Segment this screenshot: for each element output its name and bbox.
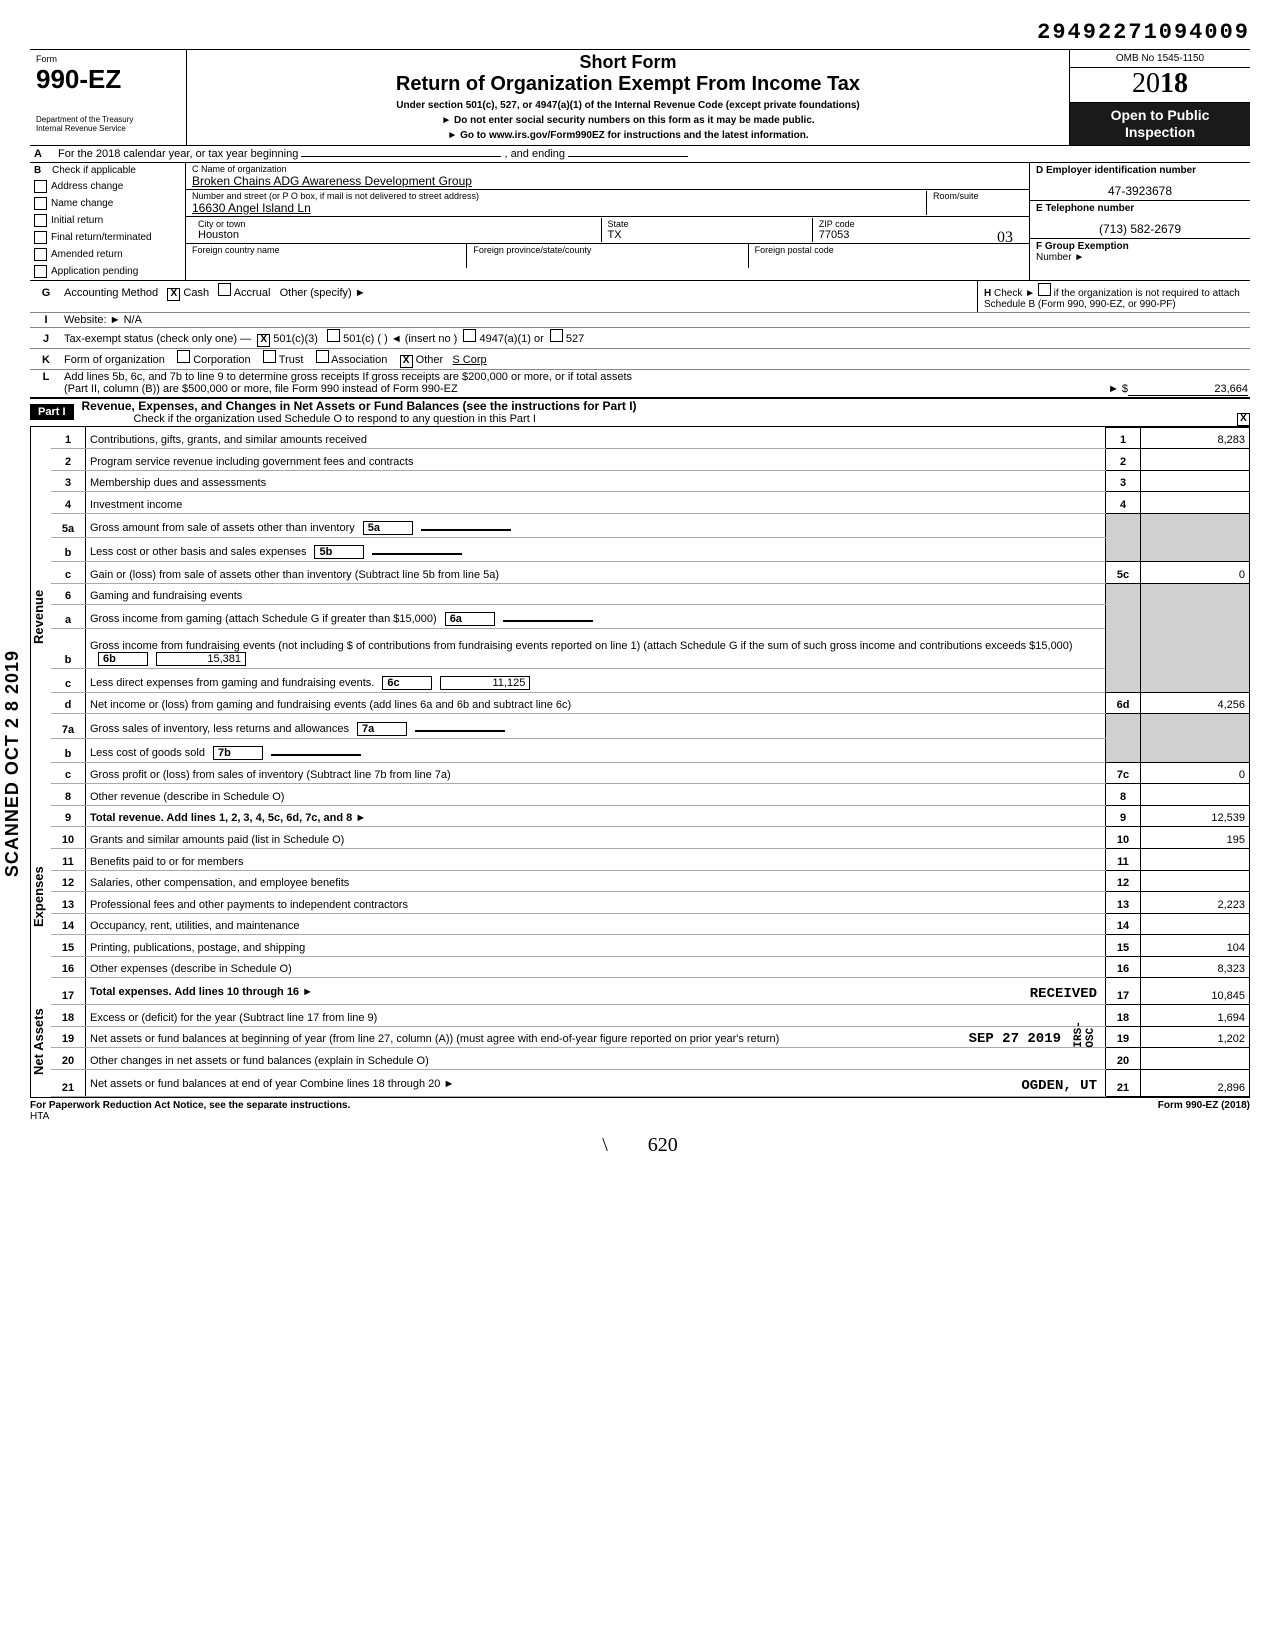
- street-address: 16630 Angel Island Ln: [192, 201, 926, 215]
- chk-association[interactable]: [316, 350, 329, 363]
- website: Website: ► N/A: [62, 313, 1250, 327]
- part-1-header: Part I Revenue, Expenses, and Changes in…: [30, 398, 1250, 427]
- footer: For Paperwork Reduction Act Notice, see …: [30, 1097, 1250, 1122]
- label-l: L: [30, 370, 62, 384]
- label-i: I: [30, 313, 62, 327]
- chk-amended-return[interactable]: Amended return: [30, 246, 185, 263]
- chk-schedule-b[interactable]: [1038, 283, 1051, 296]
- ssn-warning: ► Do not enter social security numbers o…: [193, 115, 1063, 126]
- gross-receipts-amount: 23,664: [1128, 383, 1248, 396]
- tel-label: E Telephone number: [1036, 203, 1244, 214]
- city: Houston: [198, 229, 595, 241]
- chk-name-change[interactable]: Name change: [30, 195, 185, 212]
- org-name-label: C Name of organization: [192, 164, 1023, 174]
- chk-cash[interactable]: X: [167, 288, 180, 301]
- omb-number: OMB No 1545-1150: [1070, 50, 1250, 68]
- title-return: Return of Organization Exempt From Incom…: [193, 73, 1063, 96]
- addr-label: Number and street (or P O box, if mail i…: [192, 191, 926, 201]
- scanned-stamp: SCANNED OCT 2 8 2019: [2, 650, 23, 877]
- received-stamp: RECEIVED: [1026, 986, 1101, 1002]
- label-g: G: [30, 286, 62, 300]
- under-section: Under section 501(c), 527, or 4947(a)(1)…: [193, 100, 1063, 111]
- foreign-country-label: Foreign country name: [192, 245, 460, 255]
- irs-osc-stamp: IRS-OSC: [1069, 1021, 1101, 1048]
- goto-url: ► Go to www.irs.gov/Form990EZ for instru…: [193, 130, 1063, 141]
- foreign-postal-label: Foreign postal code: [755, 245, 1023, 255]
- chk-501c[interactable]: [327, 329, 340, 342]
- chk-address-change[interactable]: Address change: [30, 178, 185, 195]
- main-grid: 1Contributions, gifts, grants, and simil…: [51, 427, 1250, 1097]
- form-header: Form 990-EZ Department of the Treasury I…: [30, 49, 1250, 146]
- side-revenue: Revenue: [30, 427, 51, 807]
- ogden-stamp: OGDEN, UT: [1017, 1078, 1101, 1094]
- city-label: City or town: [198, 219, 595, 229]
- h-check: H Check ► if the organization is not req…: [977, 281, 1250, 312]
- chk-527[interactable]: [550, 329, 563, 342]
- org-name: Broken Chains ADG Awareness Development …: [192, 174, 1023, 188]
- room-label: Room/suite: [933, 191, 1023, 201]
- tax-exempt-status: Tax-exempt status (check only one) — X 5…: [62, 328, 1250, 348]
- telephone: (713) 582-2679: [1036, 214, 1244, 236]
- foreign-prov-label: Foreign province/state/county: [473, 245, 741, 255]
- chk-application-pending[interactable]: Application pending: [30, 263, 185, 280]
- chk-schedule-o[interactable]: X: [1237, 413, 1250, 426]
- column-b: B Check if applicable Address change Nam…: [30, 163, 186, 280]
- label-a: A: [30, 146, 56, 162]
- accounting-method: Accounting Method X Cash Accrual Other (…: [62, 282, 977, 302]
- state-label: State: [608, 219, 806, 229]
- label-k: K: [30, 353, 62, 367]
- zip-handwritten: 03: [997, 229, 1013, 247]
- open-to-public: Open to Public Inspection: [1070, 103, 1250, 145]
- document-number: 29492271094009: [1037, 20, 1250, 45]
- form-of-organization: Form of organization Corporation Trust A…: [62, 349, 1250, 369]
- chk-initial-return[interactable]: Initial return: [30, 212, 185, 229]
- row-a-text: For the 2018 calendar year, or tax year …: [56, 146, 1250, 162]
- chk-corporation[interactable]: [177, 350, 190, 363]
- ein: 47-3923678: [1036, 176, 1244, 198]
- label-j: J: [30, 332, 62, 346]
- side-netassets: Net Assets: [30, 987, 51, 1097]
- handwritten-number: \ 620: [30, 1134, 1250, 1157]
- group-exemption-label: F Group Exemption: [1036, 241, 1244, 252]
- chk-other[interactable]: X: [400, 355, 413, 368]
- dept-treasury: Department of the Treasury: [36, 115, 176, 124]
- side-expenses: Expenses: [30, 807, 51, 987]
- zip-label: ZIP code: [819, 219, 1017, 229]
- chk-501c3[interactable]: X: [257, 334, 270, 347]
- form-prefix: Form: [36, 54, 176, 64]
- chk-trust[interactable]: [263, 350, 276, 363]
- chk-final-return[interactable]: Final return/terminated: [30, 229, 185, 246]
- column-c: C Name of organization Broken Chains ADG…: [186, 163, 1029, 280]
- group-number-label: Number ►: [1036, 252, 1244, 263]
- state: TX: [608, 229, 806, 241]
- form-number: 990-EZ: [36, 64, 176, 95]
- zip: 77053: [819, 229, 850, 241]
- gross-receipts-text: Add lines 5b, 6c, and 7b to line 9 to de…: [62, 370, 1250, 397]
- date-stamp: SEP 27 2019: [965, 1031, 1065, 1047]
- chk-4947[interactable]: [463, 329, 476, 342]
- column-d: D Employer identification number 47-3923…: [1029, 163, 1250, 280]
- amt-1: 8,283: [1141, 427, 1250, 449]
- irs-label: Internal Revenue Service: [36, 124, 176, 133]
- ein-label: D Employer identification number: [1036, 165, 1244, 176]
- title-short-form: Short Form: [193, 52, 1063, 73]
- other-value: S Corp: [452, 354, 486, 366]
- tax-year: 2018: [1070, 68, 1250, 103]
- chk-accrual[interactable]: [218, 283, 231, 296]
